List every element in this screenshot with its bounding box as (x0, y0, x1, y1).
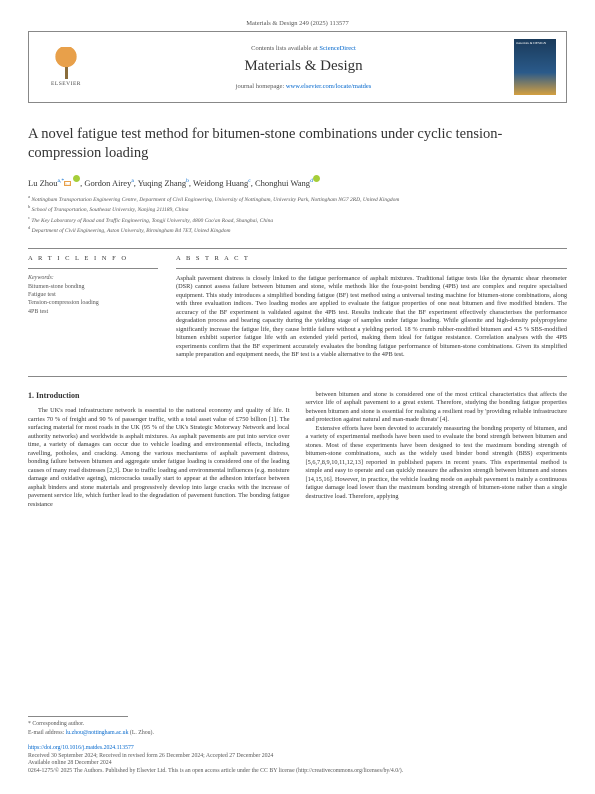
author-list: Lu Zhoua,*, Gordon Aireya, Yuqing Zhangb… (28, 175, 567, 188)
keywords: Bitumen-stone bondingFatigue testTension… (28, 283, 158, 317)
journal-cover-thumbnail (514, 39, 556, 95)
article-info-heading: A R T I C L E I N F O (28, 255, 158, 262)
abstract-heading: A B S T R A C T (176, 255, 567, 262)
affiliations: a Nottingham Transportation Engineering … (28, 194, 567, 236)
abstract-text: Asphalt pavement distress is closely lin… (176, 275, 567, 360)
article-body: 1. Introduction The UK's road infrastruc… (28, 391, 567, 510)
page-footer: * Corresponding author. E-mail address: … (28, 712, 567, 776)
doi-link[interactable]: https://doi.org/10.1016/j.matdes.2024.11… (28, 745, 134, 751)
body-paragraph: The UK's road infrastructure network is … (28, 407, 290, 509)
copyright: 0264-1275/© 2025 The Authors. Published … (28, 768, 567, 776)
article-title: A novel fatigue test method for bitumen-… (28, 125, 567, 163)
mail-icon (64, 181, 71, 186)
email-link[interactable]: lu.zhou@nottingham.ac.uk (66, 730, 129, 736)
received-dates: Received 30 September 2024; Received in … (28, 753, 567, 761)
orcid-icon (313, 175, 320, 182)
keywords-label: Keywords: (28, 275, 158, 281)
corresponding-author: * Corresponding author. (28, 721, 567, 729)
section-1-heading: 1. Introduction (28, 391, 290, 402)
header-citation: Materials & Design 249 (2025) 113577 (28, 20, 567, 27)
corresponding-email: E-mail address: lu.zhou@nottingham.ac.uk… (28, 730, 567, 738)
journal-name: Materials & Design (93, 58, 514, 75)
body-paragraph: between bitumen and stone is considered … (306, 391, 568, 425)
sciencedirect-link[interactable]: ScienceDirect (319, 45, 355, 52)
journal-header: ELSEVIER Contents lists available at Sci… (28, 31, 567, 103)
contents-available: Contents lists available at ScienceDirec… (93, 45, 514, 52)
orcid-icon (73, 175, 80, 182)
homepage-link[interactable]: www.elsevier.com/locate/matdes (286, 83, 372, 90)
elsevier-logo: ELSEVIER (39, 37, 93, 97)
journal-homepage: journal homepage: www.elsevier.com/locat… (93, 83, 514, 90)
body-paragraph: Extensive efforts have been devoted to a… (306, 425, 568, 502)
